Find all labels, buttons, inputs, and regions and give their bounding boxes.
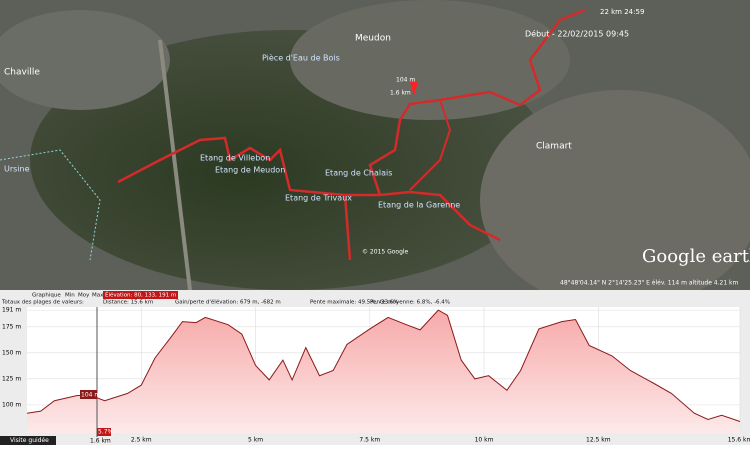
x-tick-label: 5 km [248, 437, 263, 444]
place-label: Clamart [536, 142, 572, 152]
map[interactable]: Chaville Meudon Clamart Pièce d'Eau de B… [0, 0, 750, 310]
elevation-box [103, 291, 178, 299]
place-label: Chaville [4, 68, 40, 78]
tour-button-label[interactable]: Visite guidée [10, 437, 49, 444]
total-item: Distance: 15.6 km [103, 300, 153, 306]
x-tick-label: 2.5 km [131, 437, 152, 444]
totals-label: Totaux des plages de valeurs: [1, 300, 84, 306]
pin-distance: 1.6 km [390, 90, 411, 97]
lake-label: Etang de Villebon [200, 154, 270, 163]
y-tick-label: 100 m [2, 401, 21, 408]
y-tick-label: 191 m [2, 307, 21, 314]
x-tick-label: 12.5 km [586, 437, 611, 444]
y-tick-label: 150 m [2, 349, 21, 356]
cursor-box [80, 390, 97, 399]
total-item: Gain/perte d'élévation: 679 m, -682 m [175, 299, 281, 306]
y-tick-label: 175 m [2, 323, 21, 330]
y-tick-label: 125 m [2, 375, 21, 382]
header-item[interactable]: Min [65, 293, 75, 299]
lake-label: Etang de Meudon [215, 166, 285, 175]
start-label: Début - 22/02/2015 09:45 [525, 29, 629, 39]
elevation-line [26, 309, 741, 422]
x-tick-label: 15.6 km [728, 437, 750, 444]
cursor-elevation: 104 m [81, 392, 100, 399]
header-item[interactable]: Graphique [32, 293, 61, 299]
cursor-slope: 5.7% [98, 429, 114, 436]
total-item: Pente maximale: 49.5%, -33.6% [310, 300, 398, 306]
lake-label: Etang de la Garenne [378, 201, 460, 210]
cursor-distance: 1.6 km [90, 438, 111, 445]
status-bar: 48°48'04.14" N 2°14'25.23" E élév. 114 m… [560, 280, 739, 287]
header-item[interactable]: Max [92, 293, 104, 299]
total-item: Pente moyenne: 6.8%, -6.4% [370, 300, 450, 306]
place-label: Pièce d'Eau de Bois [262, 53, 340, 63]
x-tick-label: 10 km [475, 437, 494, 444]
tour-info: 22 km 24:59 [600, 8, 644, 16]
lake-label: Etang de Chalais [325, 169, 392, 178]
elevation-summary: Élévation: 80, 133, 191 m [105, 291, 176, 299]
x-tick-label: 7.5 km [359, 437, 380, 444]
area-fill [27, 310, 740, 433]
place-label: Meudon [355, 34, 391, 44]
profile-header: Graphique Min Moy Max Élévation: 80, 133… [1, 291, 450, 306]
place-label: Ursine [4, 165, 30, 174]
cursor-box [97, 428, 111, 436]
pin-elevation: 104 m [396, 77, 415, 84]
header-item[interactable]: Moy [78, 293, 90, 299]
tour-button[interactable] [0, 436, 56, 445]
brand: Google earth [642, 246, 750, 267]
lake-label: Etang de Trivaux [285, 194, 352, 203]
copyright: © 2015 Google [362, 249, 409, 256]
